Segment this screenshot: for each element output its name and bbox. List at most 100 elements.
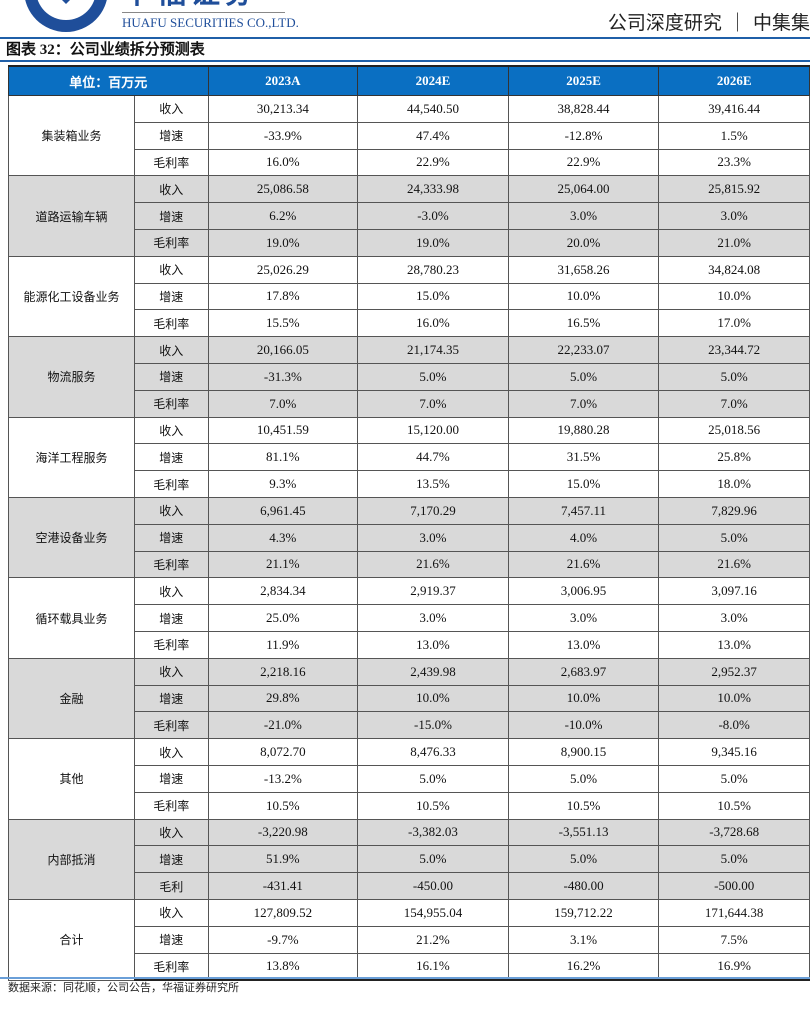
value-cell: 7.0% [507,389,660,418]
table-row: 合计 收入 127,809.52 154,955.04 159,712.22 171,64… [8,898,810,981]
value-cell: 34,824.08 [658,255,810,284]
value-cell: 21.6% [357,550,509,579]
metric-label: 收入 [133,898,209,927]
segment-name: 能源化工设备业务 [8,255,135,338]
value-cell: 1.5% [658,121,810,150]
brand-name-cn: 华福证券 [122,0,258,10]
metric-label: 增速 [133,845,209,874]
value-cell: 16.0% [357,309,509,338]
table-row: 金融 收入 2,218.16 2,439.98 2,683.97 2,952.37 [8,657,810,740]
segment-name: 其他 [8,738,135,820]
value-cell: -8.0% [658,711,810,740]
value-cell: 5.0% [658,362,810,391]
value-cell: 44,540.50 [357,95,509,123]
value-cell: 7,829.96 [658,496,810,525]
value-cell: 22,233.07 [507,336,660,364]
value-cell: 25,086.58 [207,175,359,204]
value-cell: 5.0% [507,764,660,793]
value-cell: 16.1% [357,952,509,982]
table-body: 集装箱业务 收入 30,213.34 44,540.50 38,828.44 39,416… [8,94,810,982]
table-row: 毛利 -431.41 -450.00 -480.00 -500.00 [9,872,810,900]
value-cell: 30,213.34 [207,95,359,123]
value-cell: -480.00 [507,872,660,900]
value-cell: 5.0% [357,845,509,874]
huafu-logo-icon [25,0,107,32]
table-row: 增速 25.0% 3.0% 3.0% 3.0% [9,604,810,632]
value-cell: -31.3% [207,362,359,391]
year-header: 2024E [357,65,509,96]
value-cell: 10.0% [507,282,660,311]
metric-label: 增速 [133,684,209,713]
header-rule [0,37,810,39]
metric-label: 增速 [133,604,209,632]
metric-label: 毛利率 [133,952,209,982]
value-cell: 16.9% [658,952,810,982]
metric-label: 增速 [133,362,209,391]
value-cell: 3.0% [658,604,810,632]
footer-rule [0,977,810,979]
metric-label: 收入 [133,496,209,525]
value-cell: 15,120.00 [357,416,509,445]
value-cell: 13.8% [207,952,359,982]
value-cell: 171,644.38 [658,898,810,927]
value-cell: 7.0% [658,389,810,418]
table-row: 毛利率 16.0% 22.9% 22.9% 23.3% [9,148,810,177]
value-cell: 5.0% [357,362,509,391]
value-cell: 21.2% [357,925,509,954]
segment-name: 集装箱业务 [8,94,135,177]
metric-label: 毛利率 [133,550,209,579]
forecast-table: 单位：百万元 2023A 2024E 2025E 2026E 集装箱业务 收入 30… [8,65,810,982]
table-row: 物流服务 收入 20,166.05 21,174.35 22,233.07 23,344.… [8,336,810,418]
metric-label: 毛利 [133,872,209,900]
value-cell: 81.1% [207,443,359,472]
metric-label: 收入 [133,657,209,686]
value-cell: -500.00 [658,872,810,900]
value-cell: 7.5% [658,925,810,954]
value-cell: 9.3% [207,470,359,498]
title-rule [0,60,810,62]
value-cell: 21.6% [507,550,660,579]
table-row: 能源化工设备业务 收入 25,026.29 28,780.23 31,658.26 34,… [8,255,810,338]
value-cell: 9,345.16 [658,738,810,766]
metric-label: 增速 [133,523,209,552]
value-cell: 3.0% [658,202,810,230]
value-cell: 13.0% [658,630,810,659]
table-row: 增速 17.8% 15.0% 10.0% 10.0% [9,282,810,311]
value-cell: 10.0% [658,684,810,713]
table-row: 毛利率 7.0% 7.0% 7.0% 7.0% [9,389,810,418]
metric-label: 毛利率 [133,630,209,659]
table-row: 海洋工程服务 收入 10,451.59 15,120.00 19,880.28 25,01… [8,416,810,498]
value-cell: 18.0% [658,470,810,498]
table-row: 毛利率 10.5% 10.5% 10.5% 10.5% [9,791,810,820]
value-cell: 11.9% [207,630,359,659]
value-cell: 19,880.28 [507,416,660,445]
value-cell: 2,683.97 [507,657,660,686]
unit-label: 单位：百万元 [8,65,209,96]
value-cell: -431.41 [207,872,359,900]
value-cell: 4.3% [207,523,359,552]
value-cell: 7,457.11 [507,496,660,525]
value-cell: 22.9% [507,148,660,177]
value-cell: 20,166.05 [207,336,359,364]
value-cell: 25,064.00 [507,175,660,204]
metric-label: 收入 [133,818,209,847]
value-cell: 2,834.34 [207,577,359,606]
value-cell: -9.7% [207,925,359,954]
value-cell: -3,382.03 [357,818,509,847]
value-cell: 16.2% [507,952,660,982]
value-cell: 25.0% [207,604,359,632]
value-cell: 10.5% [658,791,810,820]
value-cell: 8,072.70 [207,738,359,766]
segment-name: 金融 [8,657,135,740]
table-row: 道路运输车辆 收入 25,086.58 24,333.98 25,064.00 25,81… [8,175,810,257]
value-cell: 25,018.56 [658,416,810,445]
metric-label: 毛利率 [133,309,209,338]
table-row: 毛利率 -21.0% -15.0% -10.0% -8.0% [9,711,810,740]
value-cell: -33.9% [207,121,359,150]
value-cell: 15.5% [207,309,359,338]
value-cell: -12.8% [507,121,660,150]
value-cell: 2,218.16 [207,657,359,686]
value-cell: 15.0% [357,282,509,311]
value-cell: 159,712.22 [507,898,660,927]
table-row: 毛利率 13.8% 16.1% 16.2% 16.9% [9,952,810,982]
